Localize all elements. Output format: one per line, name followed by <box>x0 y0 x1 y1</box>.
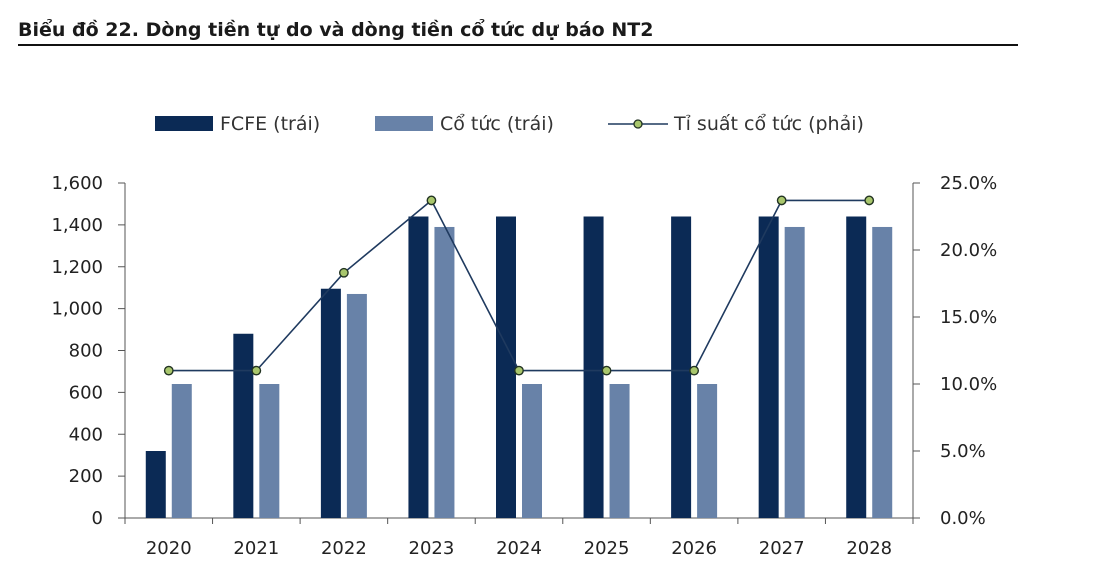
x-tick-label: 2022 <box>321 538 367 559</box>
dividend-yield-point <box>776 195 787 206</box>
right-tick-label: 20.0% <box>940 240 997 261</box>
bar-fcfe <box>408 216 429 518</box>
dividend-yield-point <box>251 365 262 376</box>
left-tick-label: 1,000 <box>51 299 103 320</box>
x-tick-label: 2020 <box>146 538 192 559</box>
left-tick-label: 1,200 <box>51 257 103 278</box>
legend-swatch-dividend <box>375 116 433 131</box>
bar-dividend <box>784 226 805 518</box>
left-tick-label: 200 <box>69 466 103 487</box>
title-divider <box>18 44 1018 46</box>
bar-fcfe <box>583 216 604 518</box>
x-tick-label: 2023 <box>409 538 455 559</box>
bar-fcfe <box>846 216 867 518</box>
bar-fcfe <box>145 451 166 518</box>
right-tick-label: 5.0% <box>940 441 986 462</box>
bar-dividend <box>434 226 455 518</box>
bar-dividend <box>522 384 542 518</box>
x-tick-label: 2028 <box>846 538 892 559</box>
bar-fcfe <box>758 216 779 518</box>
x-tick-label: 2025 <box>584 538 630 559</box>
legend-label: Cổ tức (trái) <box>440 113 554 135</box>
bar-dividend <box>346 293 367 518</box>
x-tick-label: 2027 <box>759 538 805 559</box>
chart-title: Biểu đồ 22. Dòng tiền tự do và dòng tiền… <box>18 19 654 41</box>
bar-fcfe <box>671 216 692 518</box>
x-tick-label: 2021 <box>233 538 279 559</box>
right-tick-label: 0.0% <box>940 508 986 529</box>
bar-dividend <box>609 384 630 518</box>
left-tick-label: 400 <box>69 424 103 445</box>
dividend-yield-point <box>864 195 875 206</box>
right-tick-label: 10.0% <box>940 374 997 395</box>
dividend-yield-point <box>514 365 524 376</box>
left-tick-label: 1,400 <box>51 215 103 236</box>
bar-fcfe <box>233 333 254 518</box>
bar-dividend <box>171 384 192 518</box>
left-tick-label: 600 <box>69 382 103 403</box>
bar-fcfe <box>496 216 516 518</box>
bar-dividend <box>872 226 893 518</box>
bar-fcfe <box>320 288 341 518</box>
left-tick-label: 0 <box>92 508 103 529</box>
legend-swatch-marker <box>633 119 643 129</box>
right-tick-label: 15.0% <box>940 307 997 328</box>
dividend-yield-point <box>338 267 349 278</box>
left-tick-label: 1,600 <box>51 173 103 194</box>
bar-dividend <box>697 384 718 518</box>
right-tick-label: 25.0% <box>940 173 997 194</box>
dividend-yield-point <box>689 365 700 376</box>
dividend-yield-point <box>426 195 437 206</box>
x-tick-label: 2024 <box>496 538 542 559</box>
legend-label: Tỉ suất cổ tức (phải) <box>673 113 864 135</box>
legend-label: FCFE (trái) <box>220 113 320 135</box>
x-tick-label: 2026 <box>671 538 717 559</box>
left-tick-label: 800 <box>69 341 103 362</box>
dividend-yield-point <box>163 365 174 376</box>
bar-dividend <box>259 384 280 518</box>
dividend-yield-point <box>601 365 612 376</box>
legend-swatch-fcfe <box>155 116 213 131</box>
